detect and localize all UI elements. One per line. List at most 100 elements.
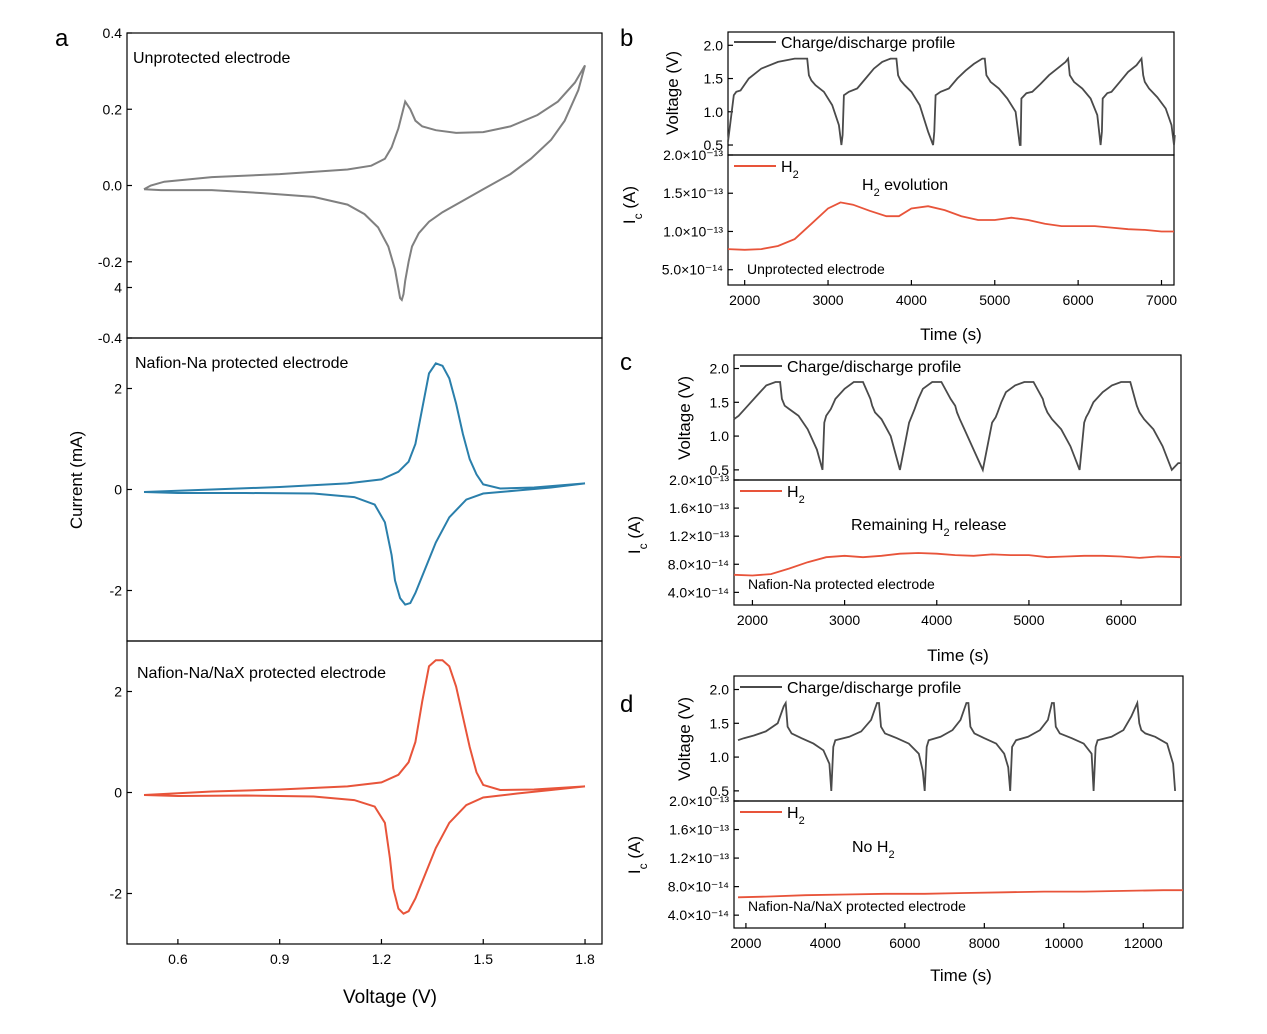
d-current-ytick-label: 2.0×10⁻¹³ xyxy=(669,793,729,809)
b-current-ytick-label: 1.5×10⁻¹³ xyxy=(663,185,723,201)
d-xtick-label: 10000 xyxy=(1044,935,1083,951)
b-voltage-ylabel: Voltage (V) xyxy=(663,51,682,135)
b-voltage-legend: Charge/discharge profile xyxy=(781,35,955,52)
d-current-curve xyxy=(737,889,1183,899)
a-xtick-label: 1.5 xyxy=(474,951,494,967)
b-annotation-sub: Unprotected electrode xyxy=(747,261,885,277)
c-voltage-ytick-label: 0.5 xyxy=(710,462,730,478)
panel-b: 0.5 1.0 1.5 2.0 5.0×10⁻¹⁴ 1.0×10⁻¹³ 1.5×10⁻¹³… xyxy=(620,31,1177,344)
c-xticks: 2000 3000 4000 5000 6000 xyxy=(737,600,1137,628)
d-voltage-ytick-label: 1.5 xyxy=(710,715,730,731)
c-voltage-ylabel: Voltage (V) xyxy=(675,376,694,460)
b-xtick-label: 2000 xyxy=(729,292,760,308)
c-current-frame xyxy=(733,479,1182,606)
c-xtick-label: 4000 xyxy=(921,612,952,628)
d-xtick-label: 4000 xyxy=(810,935,841,951)
a3-annotation: Nafion-Na/NaX protected electrode xyxy=(137,665,386,682)
d-xlabel: Time (s) xyxy=(930,966,992,985)
a-xtick-label: 0.6 xyxy=(168,951,188,967)
a1-annotation: Unprotected electrode xyxy=(133,50,291,67)
a-xticks: 0.6 0.9 1.2 1.5 1.8 xyxy=(168,939,595,967)
a1-ytick-label: 0.2 xyxy=(103,101,123,117)
d-voltage-legend: Charge/discharge profile xyxy=(787,680,961,697)
panel-letter-a: a xyxy=(55,25,69,52)
a1-ytick-label: -0.2 xyxy=(98,254,122,270)
d-current-ytick-label: 1.6×10⁻¹³ xyxy=(669,822,729,838)
d-xtick-label: 12000 xyxy=(1124,935,1163,951)
panel-letter-b: b xyxy=(620,25,633,52)
a-xtick-label: 1.2 xyxy=(372,951,392,967)
b-xtick-label: 5000 xyxy=(979,292,1010,308)
d-current-yticks: 4.0×10⁻¹⁴ 8.0×10⁻¹⁴ 1.2×10⁻¹³ 1.6×10⁻¹³ 2.0×… xyxy=(668,793,739,923)
a1-ytick-label: 0.0 xyxy=(103,178,123,194)
b-current-yticks: 5.0×10⁻¹⁴ 1.0×10⁻¹³ 1.5×10⁻¹³ 2.0×10⁻¹³ xyxy=(662,147,733,278)
a1-ytick-label: 0.4 xyxy=(103,25,123,41)
a1-ytick-label: -0.4 xyxy=(98,330,122,346)
d-annotation-main: No H2 xyxy=(852,839,895,861)
a2-ytick-label: -2 xyxy=(110,583,123,599)
b-xticks: 2000 3000 4000 5000 6000 7000 xyxy=(729,280,1177,308)
b-voltage-ytick-label: 2.0 xyxy=(704,37,724,53)
c-xtick-label: 3000 xyxy=(829,612,860,628)
c-current-yticks: 4.0×10⁻¹⁴ 8.0×10⁻¹⁴ 1.2×10⁻¹³ 1.6×10⁻¹³ 2.0×… xyxy=(668,472,739,600)
d-xtick-label: 8000 xyxy=(969,935,1000,951)
d-voltage-yticks: 0.5 1.0 1.5 2.0 xyxy=(710,682,739,799)
a-xtick-label: 0.9 xyxy=(270,951,290,967)
a-xtick-label: 1.8 xyxy=(575,951,595,967)
b-xtick-label: 7000 xyxy=(1146,292,1177,308)
c-xtick-label: 5000 xyxy=(1013,612,1044,628)
d-voltage-ytick-label: 0.5 xyxy=(710,783,730,799)
c-xlabel: Time (s) xyxy=(927,646,989,665)
d-annotation-sub: Nafion-Na/NaX protected electrode xyxy=(748,898,966,914)
a1-cv-curve xyxy=(143,64,586,302)
panel-d: 0.5 1.0 1.5 2.0 4.0×10⁻¹⁴ 8.0×10⁻¹⁴ 1.2×10⁻¹³… xyxy=(625,675,1184,985)
a3-ytick-label: -2 xyxy=(110,886,123,902)
c-voltage-ytick-label: 1.0 xyxy=(710,428,730,444)
d-current-ytick-label: 4.0×10⁻¹⁴ xyxy=(668,907,729,923)
b-voltage-ytick-label: 1.5 xyxy=(704,71,724,87)
c-voltage-yticks: 0.5 1.0 1.5 2.0 xyxy=(710,361,739,478)
b-xtick-label: 6000 xyxy=(1063,292,1094,308)
a1-frame xyxy=(126,32,603,339)
b-annotation-main: H2 evolution xyxy=(862,177,948,199)
a2-ytick-label: 4 xyxy=(114,280,122,296)
d-voltage-ylabel: Voltage (V) xyxy=(675,697,694,781)
d-voltage-ytick-label: 2.0 xyxy=(710,682,730,698)
b-voltage-curve xyxy=(727,56,1176,146)
b-current-legend: H2 xyxy=(781,159,799,181)
d-xtick-label: 2000 xyxy=(730,935,761,951)
c-xtick-label: 6000 xyxy=(1106,612,1137,628)
c-voltage-ytick-label: 2.0 xyxy=(710,361,730,377)
c-voltage-curve xyxy=(733,381,1181,473)
d-current-ylabel: Ic (A) xyxy=(625,836,650,874)
b-xtick-label: 4000 xyxy=(896,292,927,308)
a-ylabel: Current (mA) xyxy=(67,431,86,529)
d-voltage-ytick-label: 1.0 xyxy=(710,749,730,765)
panel-c: 0.5 1.0 1.5 2.0 4.0×10⁻¹⁴ 8.0×10⁻¹⁴ 1.2×10⁻¹³… xyxy=(625,354,1182,665)
c-current-ytick-label: 1.2×10⁻¹³ xyxy=(669,528,729,544)
a3-ytick-label: 2 xyxy=(114,684,122,700)
b-xlabel: Time (s) xyxy=(920,325,982,344)
c-xtick-label: 2000 xyxy=(737,612,768,628)
a1-yticks: -0.4 -0.2 0.0 0.2 0.4 xyxy=(98,25,132,346)
d-current-ytick-label: 1.2×10⁻¹³ xyxy=(669,850,729,866)
b-voltage-yticks: 0.5 1.0 1.5 2.0 xyxy=(704,37,733,153)
c-current-ytick-label: 4.0×10⁻¹⁴ xyxy=(668,584,729,600)
a2-yticks: -2 0 2 4 xyxy=(110,280,132,599)
c-current-ytick-label: 2.0×10⁻¹³ xyxy=(669,472,729,488)
d-current-ytick-label: 8.0×10⁻¹⁴ xyxy=(668,879,729,895)
a2-cv-curve xyxy=(143,362,586,606)
panel-a-cv: -0.4-0.20.00.20.4 Unprotected electrode … xyxy=(67,25,603,1008)
b-xtick-label: 3000 xyxy=(812,292,843,308)
c-current-legend: H2 xyxy=(787,484,805,506)
a3-ytick-label: 0 xyxy=(114,785,122,801)
b-current-ytick-label: 1.0×10⁻¹³ xyxy=(663,223,723,239)
a3-yticks: -2 0 2 xyxy=(110,684,132,902)
c-current-ylabel: Ic (A) xyxy=(625,516,650,554)
c-current-ytick-label: 1.6×10⁻¹³ xyxy=(669,500,729,516)
d-xtick-label: 6000 xyxy=(889,935,920,951)
a2-annotation: Nafion-Na protected electrode xyxy=(135,355,349,372)
c-voltage-legend: Charge/discharge profile xyxy=(787,359,961,376)
a3-cv-curve xyxy=(143,659,586,915)
